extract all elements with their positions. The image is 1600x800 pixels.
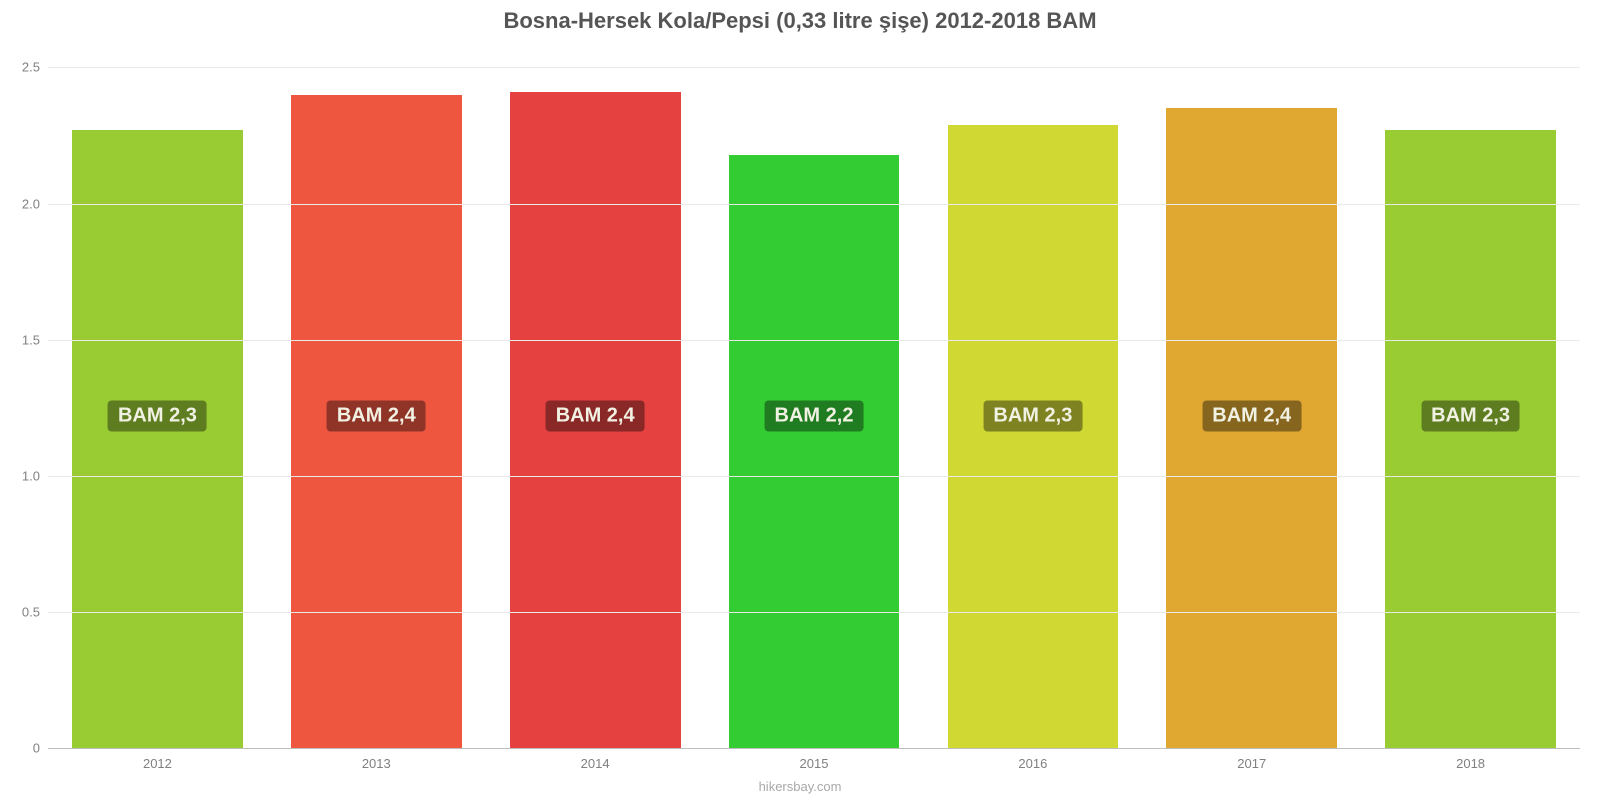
- y-tick-label: 0.5: [22, 604, 48, 619]
- x-tick-label: 2014: [581, 748, 610, 771]
- gridline: [48, 340, 1580, 341]
- gridline: [48, 204, 1580, 205]
- bar-slot: BAM 2,42014: [486, 62, 705, 748]
- x-tick-label: 2016: [1018, 748, 1047, 771]
- bar-value-label: BAM 2,4: [327, 400, 426, 431]
- attribution-text: hikersbay.com: [0, 779, 1600, 794]
- y-tick-label: 1.0: [22, 468, 48, 483]
- plot-area: BAM 2,32012BAM 2,42013BAM 2,42014BAM 2,2…: [48, 62, 1580, 748]
- bar: BAM 2,4: [291, 95, 462, 748]
- bar: BAM 2,3: [72, 130, 243, 748]
- x-tick-label: 2017: [1237, 748, 1266, 771]
- bar: BAM 2,3: [948, 125, 1119, 748]
- bars-layer: BAM 2,32012BAM 2,42013BAM 2,42014BAM 2,2…: [48, 62, 1580, 748]
- chart-root: Bosna-Hersek Kola/Pepsi (0,33 litre şişe…: [0, 0, 1600, 800]
- gridline: [48, 476, 1580, 477]
- bar-slot: BAM 2,32012: [48, 62, 267, 748]
- x-tick-label: 2012: [143, 748, 172, 771]
- bar-value-label: BAM 2,2: [765, 400, 864, 431]
- bar-slot: BAM 2,22015: [705, 62, 924, 748]
- x-tick-label: 2013: [362, 748, 391, 771]
- bar-slot: BAM 2,42017: [1142, 62, 1361, 748]
- bar-value-label: BAM 2,3: [108, 400, 207, 431]
- gridline: [48, 612, 1580, 613]
- bar-slot: BAM 2,32018: [1361, 62, 1580, 748]
- bar: BAM 2,3: [1385, 130, 1556, 748]
- gridline: [48, 67, 1580, 68]
- y-tick-label: 2.5: [22, 60, 48, 75]
- bar-value-label: BAM 2,4: [546, 400, 645, 431]
- y-tick-label: 2.0: [22, 196, 48, 211]
- x-tick-label: 2015: [800, 748, 829, 771]
- bar-slot: BAM 2,32016: [923, 62, 1142, 748]
- bar: BAM 2,2: [729, 155, 900, 748]
- bar-slot: BAM 2,42013: [267, 62, 486, 748]
- x-tick-label: 2018: [1456, 748, 1485, 771]
- chart-title: Bosna-Hersek Kola/Pepsi (0,33 litre şişe…: [0, 8, 1600, 34]
- bar-value-label: BAM 2,4: [1202, 400, 1301, 431]
- axis-baseline: [48, 748, 1580, 749]
- bar: BAM 2,4: [510, 92, 681, 748]
- bar-value-label: BAM 2,3: [983, 400, 1082, 431]
- bar-value-label: BAM 2,3: [1421, 400, 1520, 431]
- y-tick-label: 0: [33, 741, 48, 756]
- y-tick-label: 1.5: [22, 332, 48, 347]
